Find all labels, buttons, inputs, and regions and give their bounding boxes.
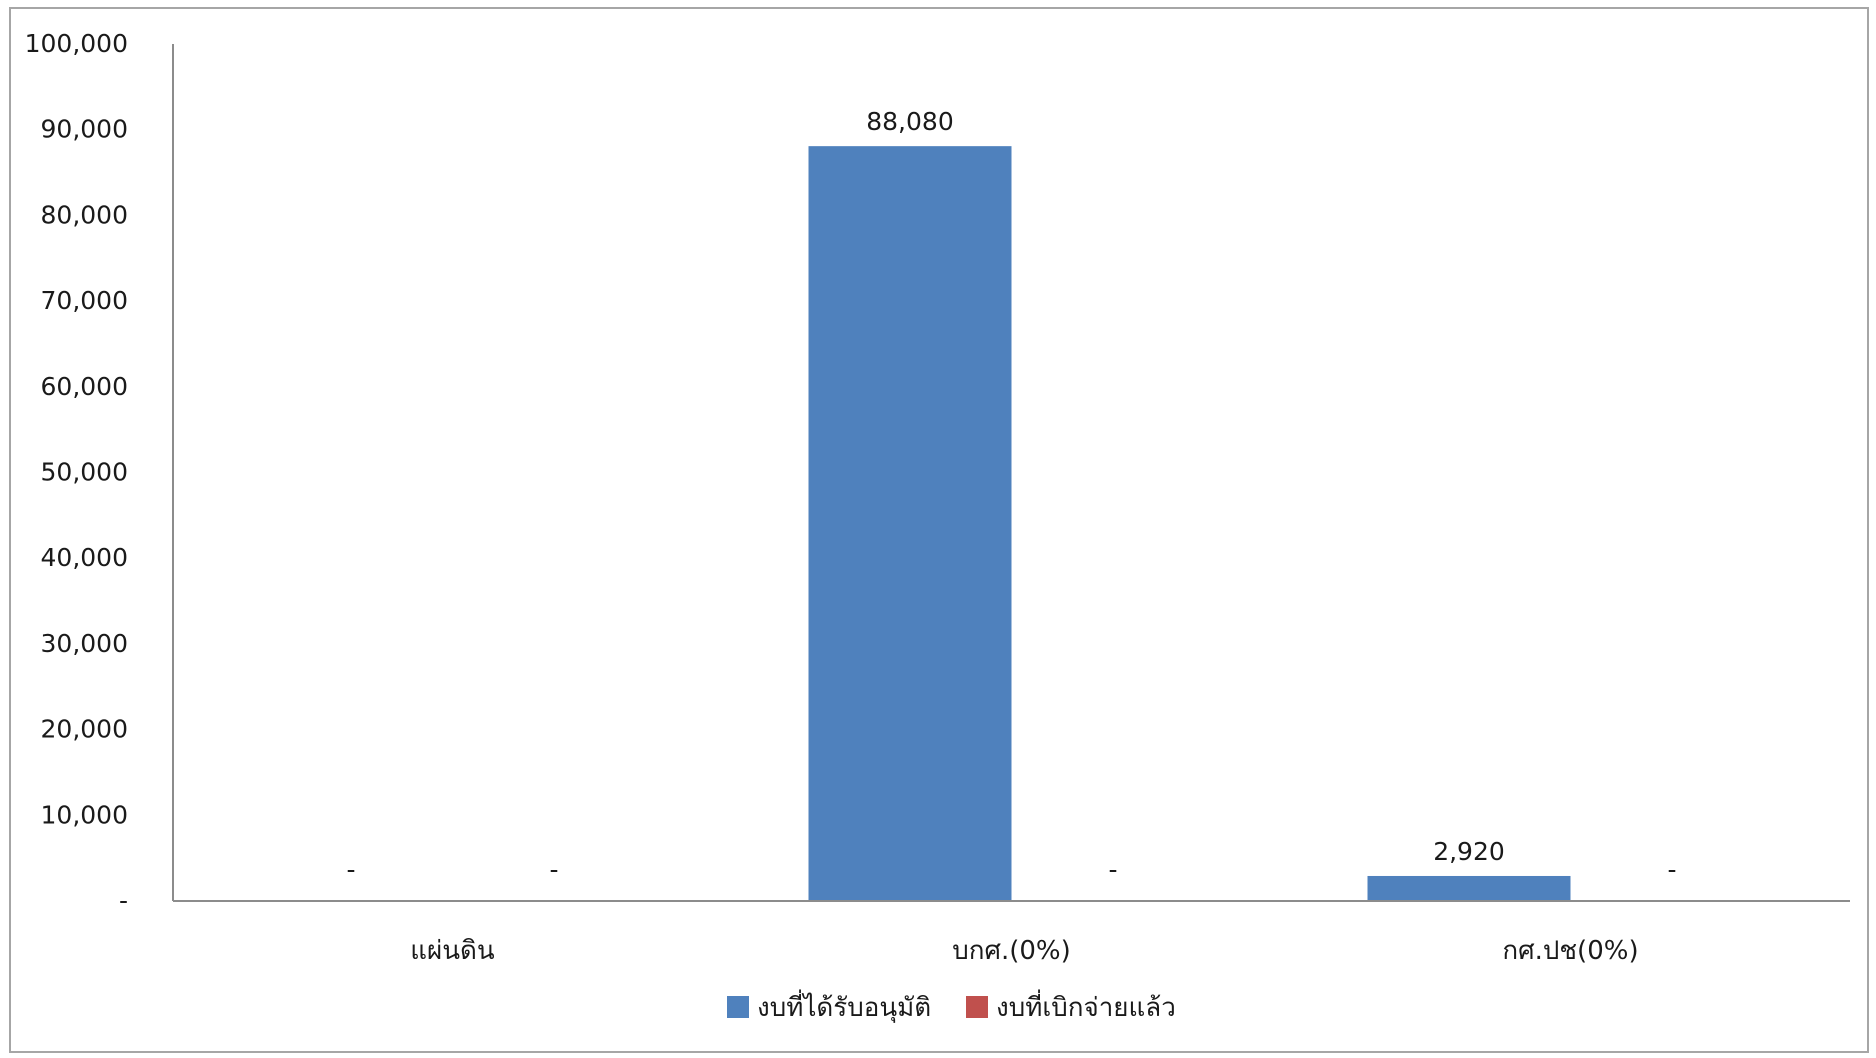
- y-tick-label: 10,000: [41, 800, 128, 829]
- y-tick-label: 100,000: [25, 29, 128, 58]
- legend-label: งบที่เบิกจ่ายแล้ว: [996, 989, 1176, 1023]
- y-tick-label: 80,000: [41, 200, 128, 229]
- y-tick-label: 30,000: [41, 629, 128, 658]
- legend-swatch: [727, 996, 749, 1018]
- x-category-label: แผ่นดิน: [410, 936, 495, 966]
- y-tick-label: 40,000: [41, 543, 128, 572]
- y-tick-label: -: [119, 886, 128, 915]
- y-tick-label: 90,000: [41, 115, 128, 144]
- data-label: 2,920: [1433, 837, 1505, 866]
- y-tick-label: 50,000: [41, 458, 128, 487]
- x-category-label: กศ.ปช(0%): [1502, 936, 1638, 966]
- bar-approved: [808, 146, 1012, 901]
- bar-approved: [1367, 875, 1571, 901]
- x-category-label: บกศ.(0%): [952, 936, 1071, 966]
- bars: [808, 146, 1571, 901]
- y-axis-ticks: - 10,000 20,000 30,000 40,000 50,000 60,000 70,…: [25, 29, 128, 915]
- legend-label: งบที่ได้รับอนุมัติ: [757, 989, 931, 1023]
- data-label: -: [1667, 855, 1676, 884]
- data-label: -: [1108, 855, 1117, 884]
- legend: งบที่ได้รับอนุมัติ งบที่เบิกจ่ายแล้ว: [727, 989, 1176, 1023]
- data-label: -: [549, 855, 558, 884]
- data-label: -: [346, 855, 355, 884]
- data-labels: - - 88,080 - 2,920 -: [346, 107, 1676, 884]
- x-axis-labels: แผ่นดิน บกศ.(0%) กศ.ปช(0%): [410, 936, 1638, 966]
- y-tick-label: 60,000: [41, 372, 128, 401]
- y-tick-label: 70,000: [41, 286, 128, 315]
- data-label: 88,080: [866, 107, 953, 136]
- legend-swatch: [966, 996, 988, 1018]
- y-tick-label: 20,000: [41, 715, 128, 744]
